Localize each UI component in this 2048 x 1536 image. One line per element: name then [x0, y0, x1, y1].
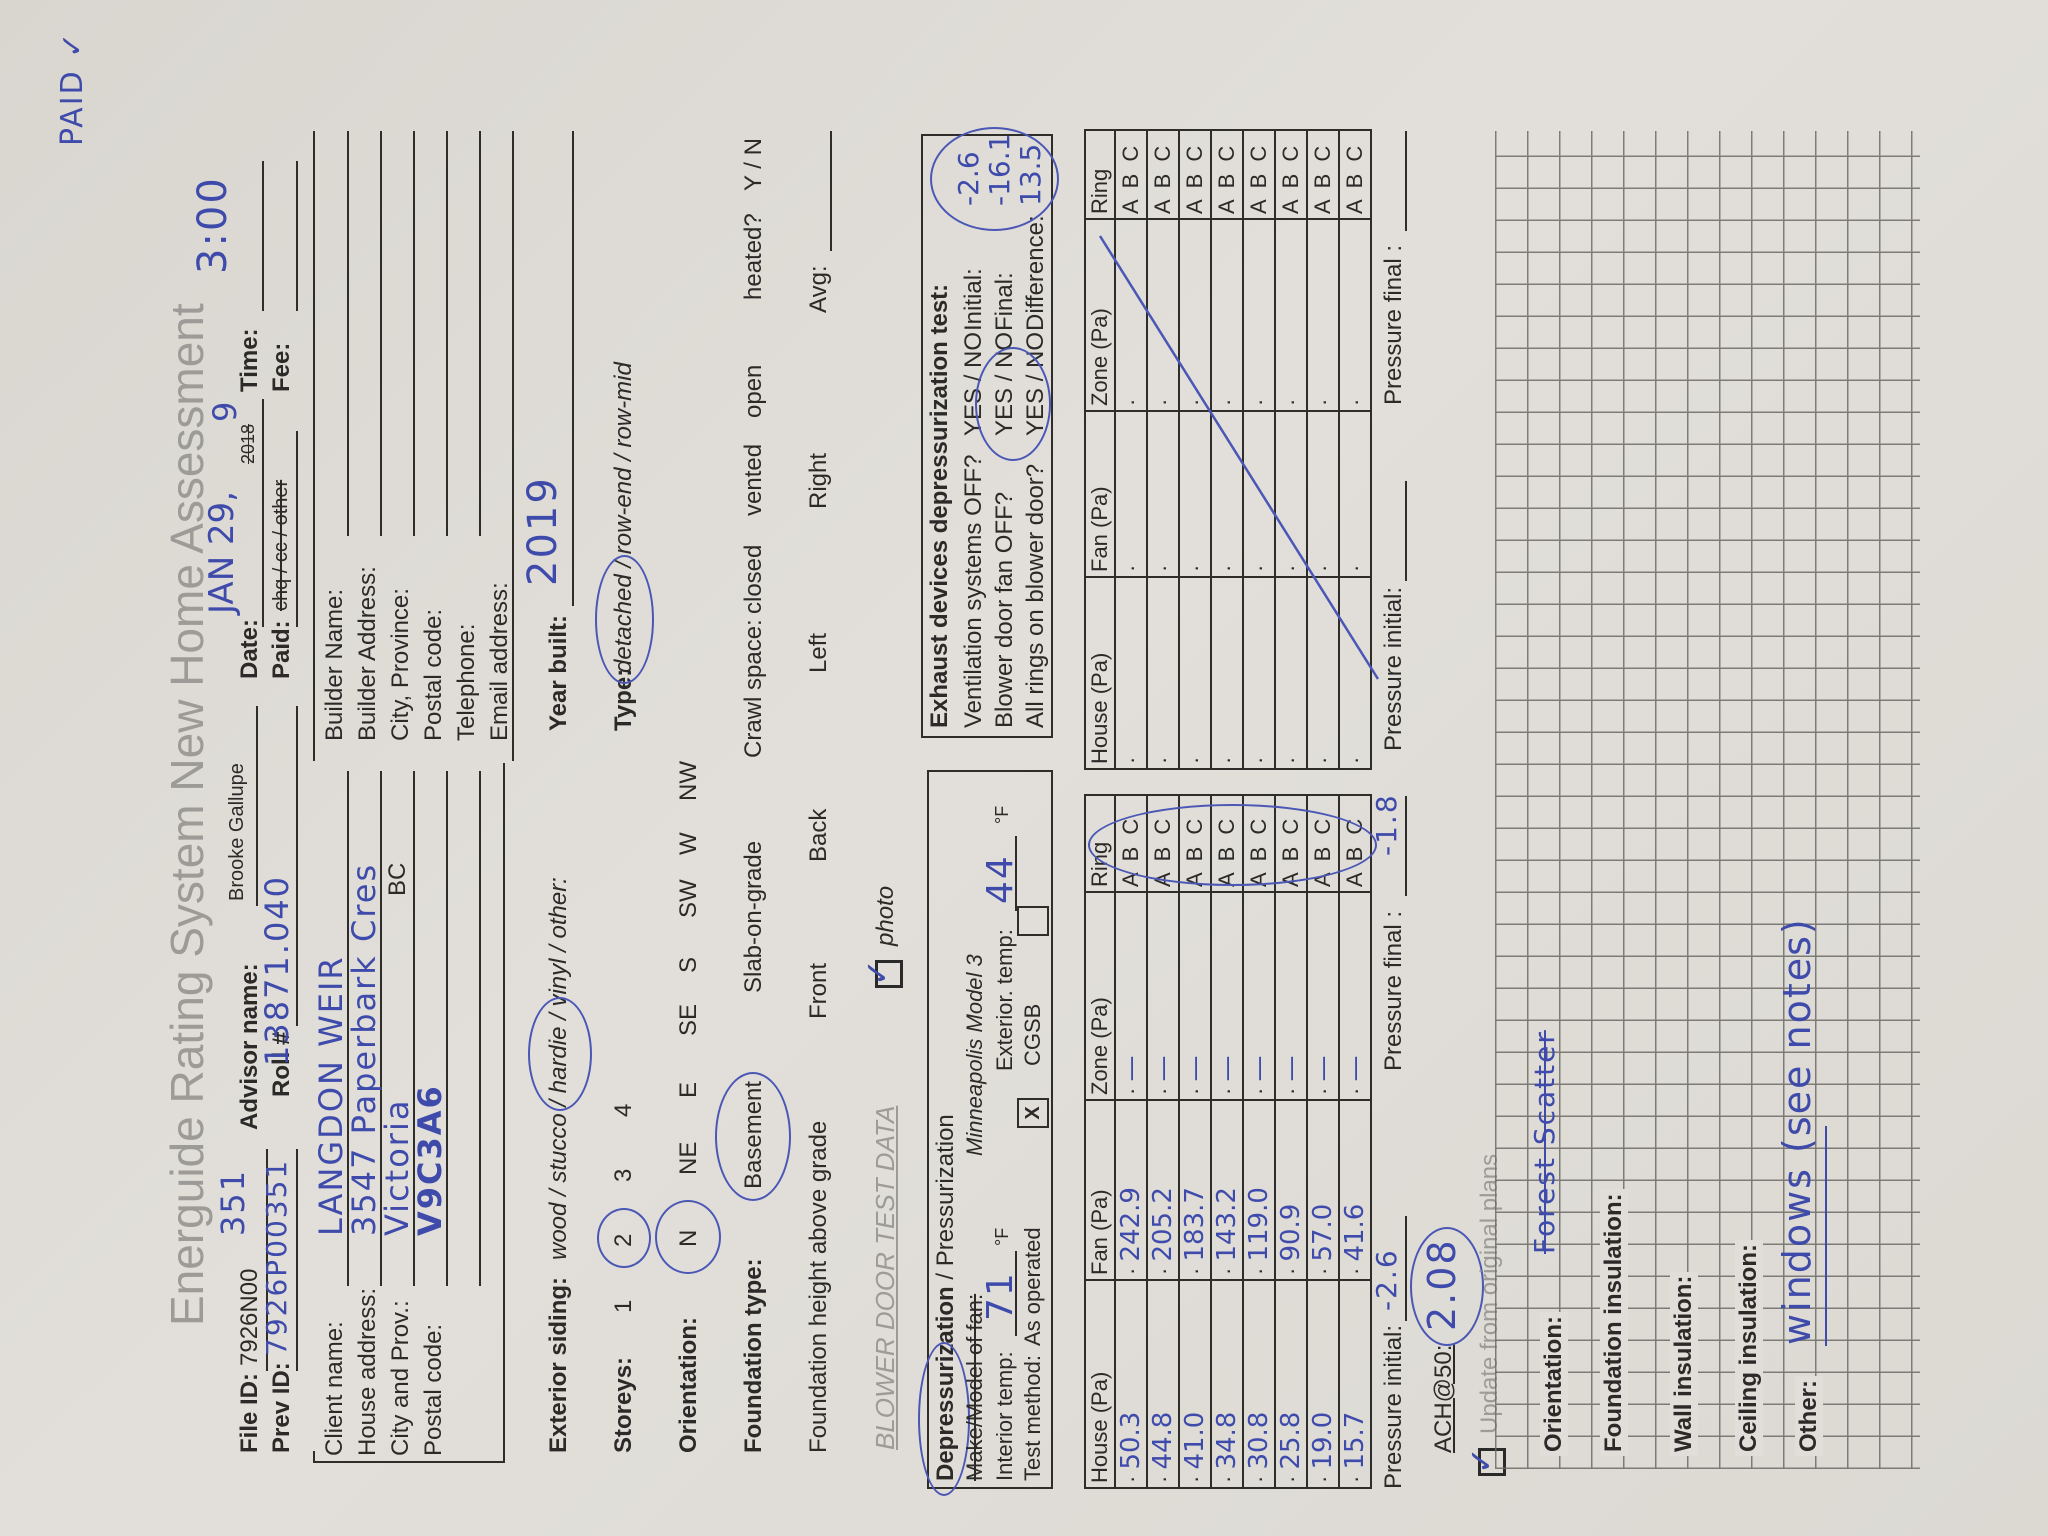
notes-grid[interactable] — [1495, 131, 1920, 1469]
notes-orientation-value[interactable]: Forest Scatter — [1528, 1030, 1561, 1254]
t2-pressure-initial-label: Pressure initial: — [1380, 586, 1407, 751]
other-value[interactable]: windows (see notes) — [1775, 917, 1819, 1345]
ceiling-insulation-label: Ceiling insulation: — [1735, 1240, 1763, 1456]
t1-pressure-initial-label: Pressure initial: — [1380, 1324, 1407, 1489]
other-label: Other: — [1795, 1376, 1823, 1456]
t1-pressure-initial-value[interactable]: -2.6 — [1370, 1248, 1403, 1311]
diagonal-strike — [1098, 235, 1380, 680]
t2-pressure-final-label: Pressure final : — [1380, 244, 1407, 405]
foundation-insulation-label: Foundation insulation: — [1600, 1189, 1628, 1456]
t1-pressure-final-label: Pressure final : — [1380, 910, 1407, 1071]
t1-pressure-final-value[interactable]: -1.8 — [1370, 793, 1403, 856]
notes-orientation-label: Orientation: — [1540, 1312, 1568, 1456]
ach50-circle — [1410, 1227, 1484, 1346]
ach50-label: ACH@50: — [1430, 1344, 1457, 1453]
wall-insulation-label: Wall insulation: — [1670, 1271, 1698, 1456]
